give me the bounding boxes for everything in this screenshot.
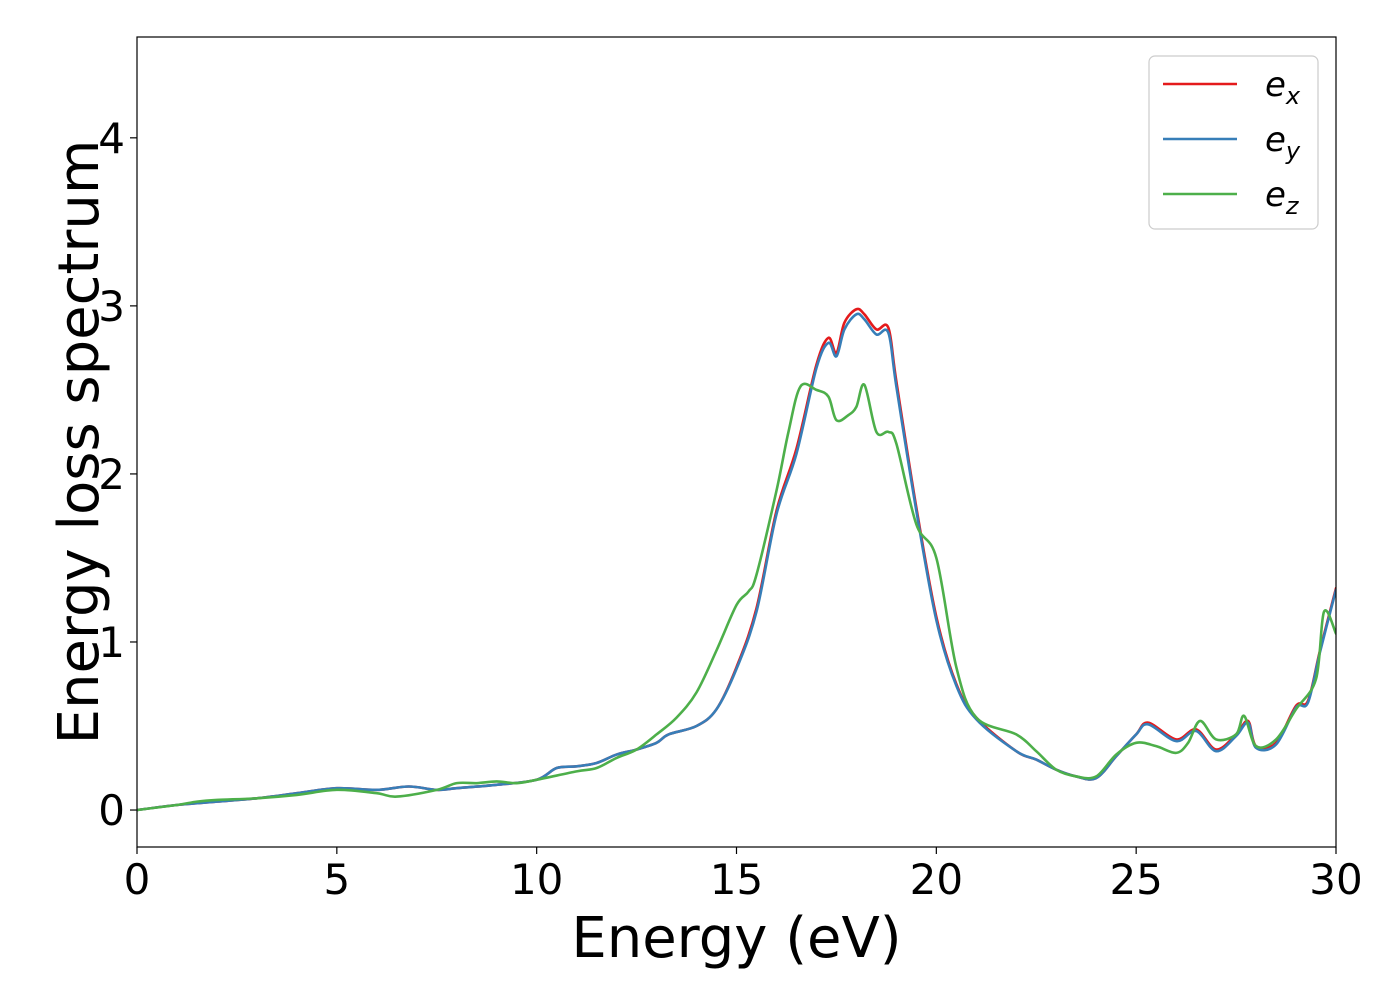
- y-axis-ticks: 0 1 2 3 4: [98, 114, 137, 835]
- x-tick-label: 20: [910, 855, 963, 904]
- x-tick-label: 30: [1309, 855, 1362, 904]
- series-line-e_z: [137, 382, 1336, 812]
- y-tick-label: 1: [98, 618, 125, 667]
- y-tick-label: 2: [98, 450, 125, 499]
- x-tick-label: 15: [710, 855, 763, 904]
- legend-label-e_z: ez: [1265, 175, 1300, 220]
- x-tick-label: 25: [1109, 855, 1162, 904]
- x-tick-label: 5: [323, 855, 350, 904]
- x-tick-label: 10: [510, 855, 563, 904]
- plot-lines: [137, 307, 1336, 812]
- x-tick-label: 0: [124, 855, 151, 904]
- series-line-e_y: [137, 312, 1336, 812]
- y-tick-label: 3: [98, 282, 125, 331]
- y-tick-label: 4: [98, 114, 125, 163]
- x-axis-label: Energy (eV): [571, 906, 901, 971]
- x-axis-ticks: 0 5 10 15 20 25 30: [124, 847, 1363, 904]
- legend-box: [1148, 55, 1319, 230]
- y-tick-label: 0: [98, 786, 125, 835]
- y-axis-label: Energy loss spectrum: [47, 140, 112, 745]
- legend: ex ey ez: [1148, 55, 1319, 230]
- legend-label-e_x: ex: [1265, 65, 1301, 110]
- legend-label-e_y: ey: [1265, 120, 1301, 165]
